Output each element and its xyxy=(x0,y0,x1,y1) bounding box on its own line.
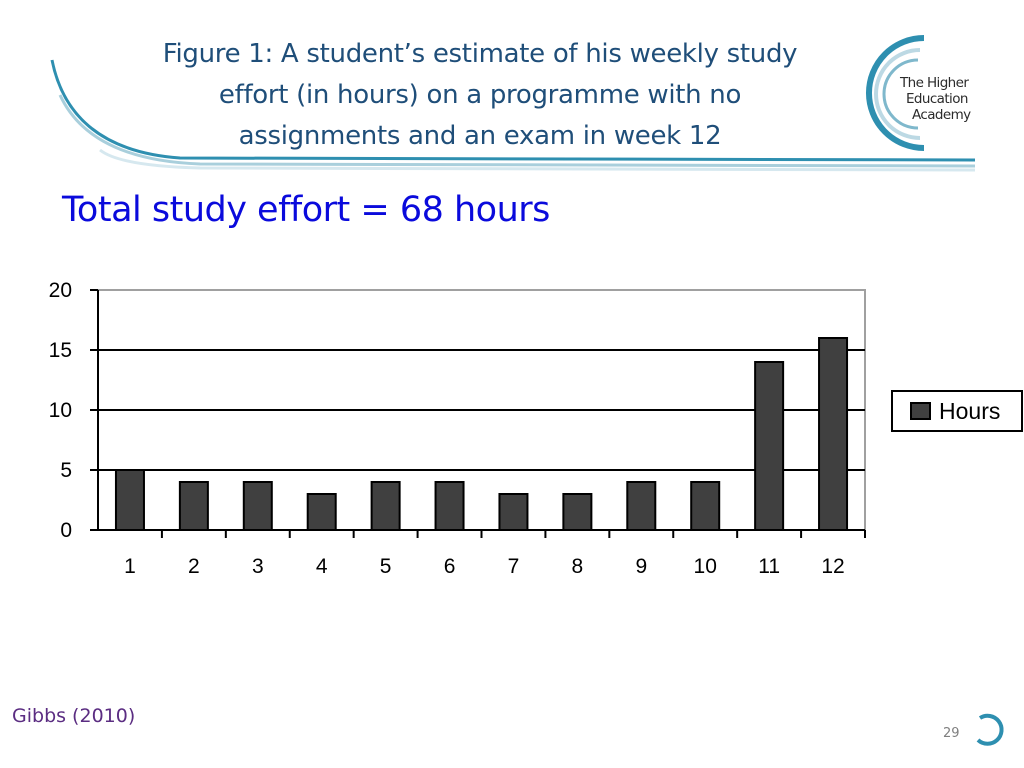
bar-week-5 xyxy=(370,481,401,531)
x-tick-label: 9 xyxy=(635,555,647,578)
x-tick-label: 12 xyxy=(821,555,844,578)
x-tick-label: 3 xyxy=(252,555,264,578)
x-tick-label: 2 xyxy=(188,555,200,578)
figure-title: Figure 1: A student’s estimate of his we… xyxy=(130,34,830,157)
bar-week-2 xyxy=(178,481,209,531)
bar-week-12 xyxy=(818,337,849,531)
x-tick-label: 5 xyxy=(380,555,392,578)
bar-week-7 xyxy=(498,493,529,531)
total-effort-subtitle: Total study effort = 68 hours xyxy=(62,190,550,230)
bar-week-10 xyxy=(690,481,721,531)
x-tick-label: 4 xyxy=(316,555,328,578)
bar-week-4 xyxy=(306,493,337,531)
citation: Gibbs (2010) xyxy=(12,705,136,727)
y-tick-label: 10 xyxy=(49,399,72,422)
figure-title-line: assignments and an exam in week 12 xyxy=(238,121,722,151)
bar-week-6 xyxy=(434,481,465,531)
x-tick-label: 10 xyxy=(694,555,717,578)
bar-week-11 xyxy=(754,361,785,531)
x-tick-label: 8 xyxy=(572,555,584,578)
y-tick-label: 5 xyxy=(60,459,72,482)
y-tick-label: 0 xyxy=(60,519,72,542)
legend: Hours xyxy=(891,390,1023,432)
bar-week-3 xyxy=(242,481,273,531)
logo-line: Academy xyxy=(912,107,971,123)
legend-swatch xyxy=(910,402,931,420)
logo-line: Education xyxy=(906,91,968,107)
x-tick-label: 11 xyxy=(758,555,780,578)
logo-line: The Higher xyxy=(900,75,969,91)
bar-week-9 xyxy=(626,481,657,531)
legend-label: Hours xyxy=(939,398,1000,424)
x-tick-label: 6 xyxy=(444,555,456,578)
figure-title-line: effort (in hours) on a programme with no xyxy=(218,80,742,110)
y-tick-label: 20 xyxy=(49,279,72,302)
logo-text: The Higher Education Academy xyxy=(900,75,980,123)
x-tick-label: 7 xyxy=(508,555,520,578)
y-tick-label: 15 xyxy=(49,339,72,362)
x-tick-label: 1 xyxy=(124,555,136,578)
corner-swirl-icon xyxy=(976,713,1004,746)
page-number: 29 xyxy=(943,726,960,741)
figure-title-line: Figure 1: A student’s estimate of his we… xyxy=(162,39,798,69)
bar-week-1 xyxy=(114,469,145,531)
hea-logo-icon xyxy=(866,35,925,151)
bar-week-8 xyxy=(562,493,593,531)
